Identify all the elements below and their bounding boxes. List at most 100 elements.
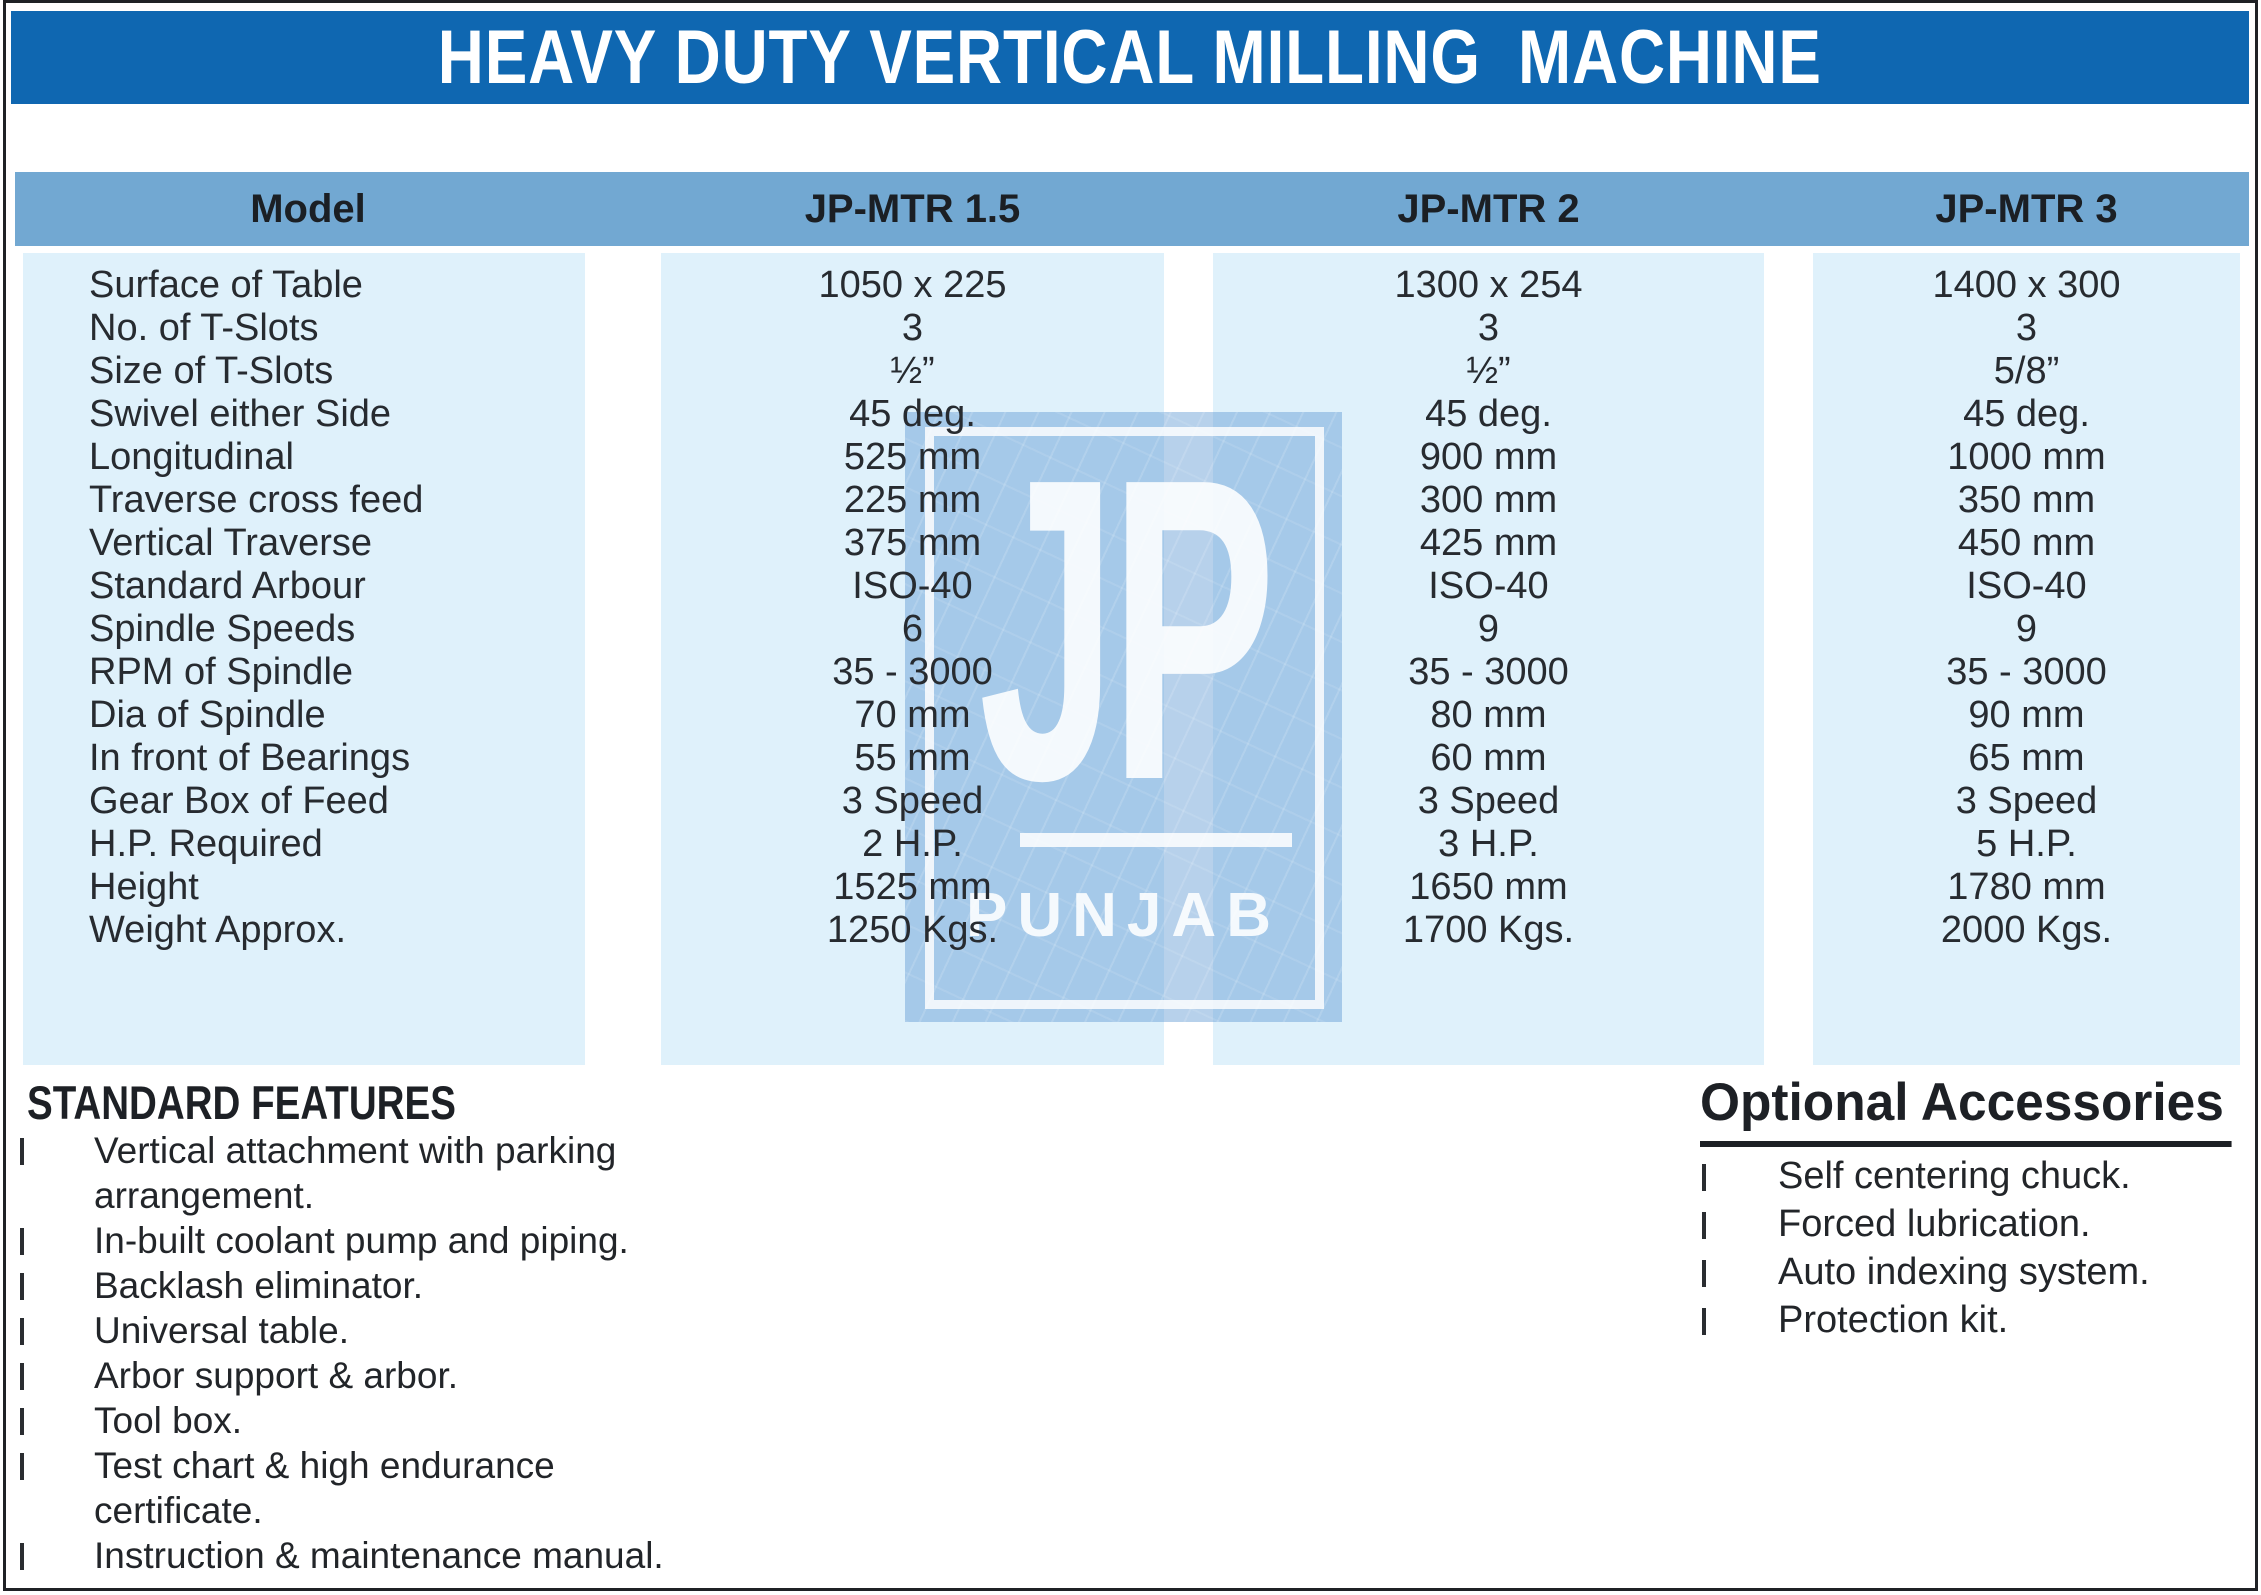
spec-value: 1400 x 300: [1932, 264, 2121, 306]
spec-value: ISO-40: [852, 565, 973, 607]
spec-label-column: Surface of Table No. of T-Slots Size of T-…: [23, 264, 585, 952]
spec-value: 80 mm: [1430, 694, 1547, 736]
standard-features-heading: STANDARD FEATURES: [27, 1076, 456, 1129]
standard-feature-item: Arbor support & arbor.: [20, 1353, 860, 1398]
spec-row-label: Standard Arbour: [89, 565, 366, 607]
optional-accessory-text: Self centering chuck.: [1778, 1155, 2131, 1197]
spec-value: ISO-40: [1966, 565, 2087, 607]
title-bar: HEAVY DUTY VERTICAL MILLING MACHINE: [11, 11, 2249, 104]
spec-value: 900 mm: [1419, 436, 1558, 478]
bullet-icon: [20, 1273, 24, 1300]
column-band-jp-mtr-2: [1213, 253, 1764, 1065]
bullet-icon: [1702, 1212, 1706, 1239]
table-header-row: Model JP-MTR 1.5 JP-MTR 2 JP-MTR 3: [15, 172, 2249, 246]
optional-accessories-list: Self centering chuck. Forced lubrication…: [1702, 1152, 2261, 1344]
spec-value: 1250 Kgs.: [826, 909, 999, 951]
spec-value: 1050 x 225: [818, 264, 1007, 306]
bullet-icon: [20, 1318, 24, 1345]
spec-value: 1650 mm: [1409, 866, 1568, 908]
column-band-labels: [23, 253, 585, 1065]
spec-value: 35 - 3000: [1946, 651, 2107, 693]
spec-value: 9: [1477, 608, 1500, 650]
spec-values-jp-mtr-3: 1400 x 300 3 5/8” 45 deg. 1000 mm 350 mm 450 m…: [1813, 264, 2240, 952]
spec-value: 5/8”: [1993, 350, 2060, 392]
column-band-jp-mtr-3: [1813, 253, 2240, 1065]
bullet-icon: [20, 1408, 24, 1435]
spec-value: 3 Speed: [841, 780, 984, 822]
spec-value: 1525 mm: [833, 866, 992, 908]
page-title: HEAVY DUTY VERTICAL MILLING MACHINE: [438, 15, 1822, 100]
spec-row-label: Spindle Speeds: [89, 608, 356, 650]
spec-value: 225 mm: [843, 479, 982, 521]
optional-accessory-item: Protection kit.: [1702, 1296, 2261, 1344]
optional-accessory-text: Auto indexing system.: [1778, 1251, 2150, 1293]
spec-row-label: Traverse cross feed: [89, 479, 424, 521]
watermark-logo-text: JP: [978, 390, 1276, 870]
bullet-icon: [20, 1543, 24, 1570]
spec-value: 3 Speed: [1417, 780, 1560, 822]
optional-accessory-text: Forced lubrication.: [1778, 1203, 2091, 1245]
spec-value: 60 mm: [1430, 737, 1547, 779]
optional-accessory-item: Self centering chuck.: [1702, 1152, 2261, 1200]
spec-row-label: No. of T-Slots: [89, 307, 319, 349]
spec-row-label: Gear Box of Feed: [89, 780, 389, 822]
optional-accessory-item: Auto indexing system.: [1702, 1248, 2261, 1296]
spec-value: 3: [901, 307, 924, 349]
bullet-icon: [20, 1453, 24, 1480]
spec-values-jp-mtr-2: 1300 x 254 3 ½” 45 deg. 900 mm 300 mm 425 mm IS…: [1213, 264, 1764, 952]
spec-values-jp-mtr-1-5: 1050 x 225 3 ½” 45 deg. 525 mm 225 mm 375 mm IS…: [661, 264, 1164, 952]
spec-value: 9: [2015, 608, 2038, 650]
column-band-jp-mtr-1-5: [661, 253, 1164, 1065]
spec-value: 450 mm: [1957, 522, 2096, 564]
bullet-icon: [1702, 1260, 1706, 1287]
standard-feature-text: Universal table.: [94, 1310, 350, 1351]
spec-value: 3: [1477, 307, 1500, 349]
spec-row-label: Vertical Traverse: [89, 522, 372, 564]
spec-value: 1300 x 254: [1394, 264, 1583, 306]
spec-value: 3: [2015, 307, 2038, 349]
bullet-icon: [1702, 1308, 1706, 1335]
spec-value: 35 - 3000: [832, 651, 993, 693]
column-header-jp-mtr-1-5: JP-MTR 1.5: [804, 186, 1021, 231]
spec-row-label: Weight Approx.: [89, 909, 347, 951]
watermark-divider-line: [1020, 833, 1292, 847]
spec-value: 3 H.P.: [1438, 823, 1539, 865]
spec-value: 65 mm: [1968, 737, 2085, 779]
column-header-jp-mtr-3: JP-MTR 3: [1935, 186, 2118, 231]
standard-feature-item: Test chart & high endurance certificate.: [20, 1443, 860, 1533]
column-header-model: Model: [250, 186, 366, 231]
spec-row-label: Dia of Spindle: [89, 694, 326, 736]
optional-accessory-text: Protection kit.: [1778, 1299, 2009, 1341]
spec-value: 2 H.P.: [862, 823, 963, 865]
spec-row-label: Size of T-Slots: [89, 350, 334, 392]
bullet-icon: [1702, 1164, 1706, 1191]
column-header-jp-mtr-2: JP-MTR 2: [1397, 186, 1580, 231]
standard-feature-item: Backlash eliminator.: [20, 1263, 860, 1308]
jp-punjab-watermark: JP PUNJAB: [905, 412, 1342, 1022]
standard-feature-text: In-built coolant pump and piping.: [94, 1220, 629, 1261]
spec-value: 70 mm: [854, 694, 971, 736]
standard-feature-item: In-built coolant pump and piping.: [20, 1218, 860, 1263]
spec-value: 6: [901, 608, 924, 650]
spec-value: 425 mm: [1419, 522, 1558, 564]
bullet-icon: [20, 1363, 24, 1390]
spec-row-label: Height: [89, 866, 199, 908]
spec-value: 55 mm: [854, 737, 971, 779]
spec-value: ½”: [890, 350, 935, 392]
spec-value: 525 mm: [843, 436, 982, 478]
spec-value: 350 mm: [1957, 479, 2096, 521]
standard-feature-text: Arbor support & arbor.: [94, 1355, 459, 1396]
watermark-frame: [925, 427, 1324, 1009]
spec-value: 90 mm: [1968, 694, 2085, 736]
spec-value: ½”: [1466, 350, 1511, 392]
standard-feature-text: Vertical attachment with parking arrange…: [94, 1130, 617, 1216]
standard-feature-item: Tool box.: [20, 1398, 860, 1443]
standard-feature-item: Instruction & maintenance manual.: [20, 1533, 860, 1578]
spec-value: 300 mm: [1419, 479, 1558, 521]
spec-row-label: RPM of Spindle: [89, 651, 354, 693]
spec-row-label: Longitudinal: [89, 436, 294, 478]
standard-feature-text: Tool box.: [94, 1400, 243, 1441]
spec-value: 45 deg.: [1963, 393, 2090, 435]
optional-accessory-item: Forced lubrication.: [1702, 1200, 2261, 1248]
